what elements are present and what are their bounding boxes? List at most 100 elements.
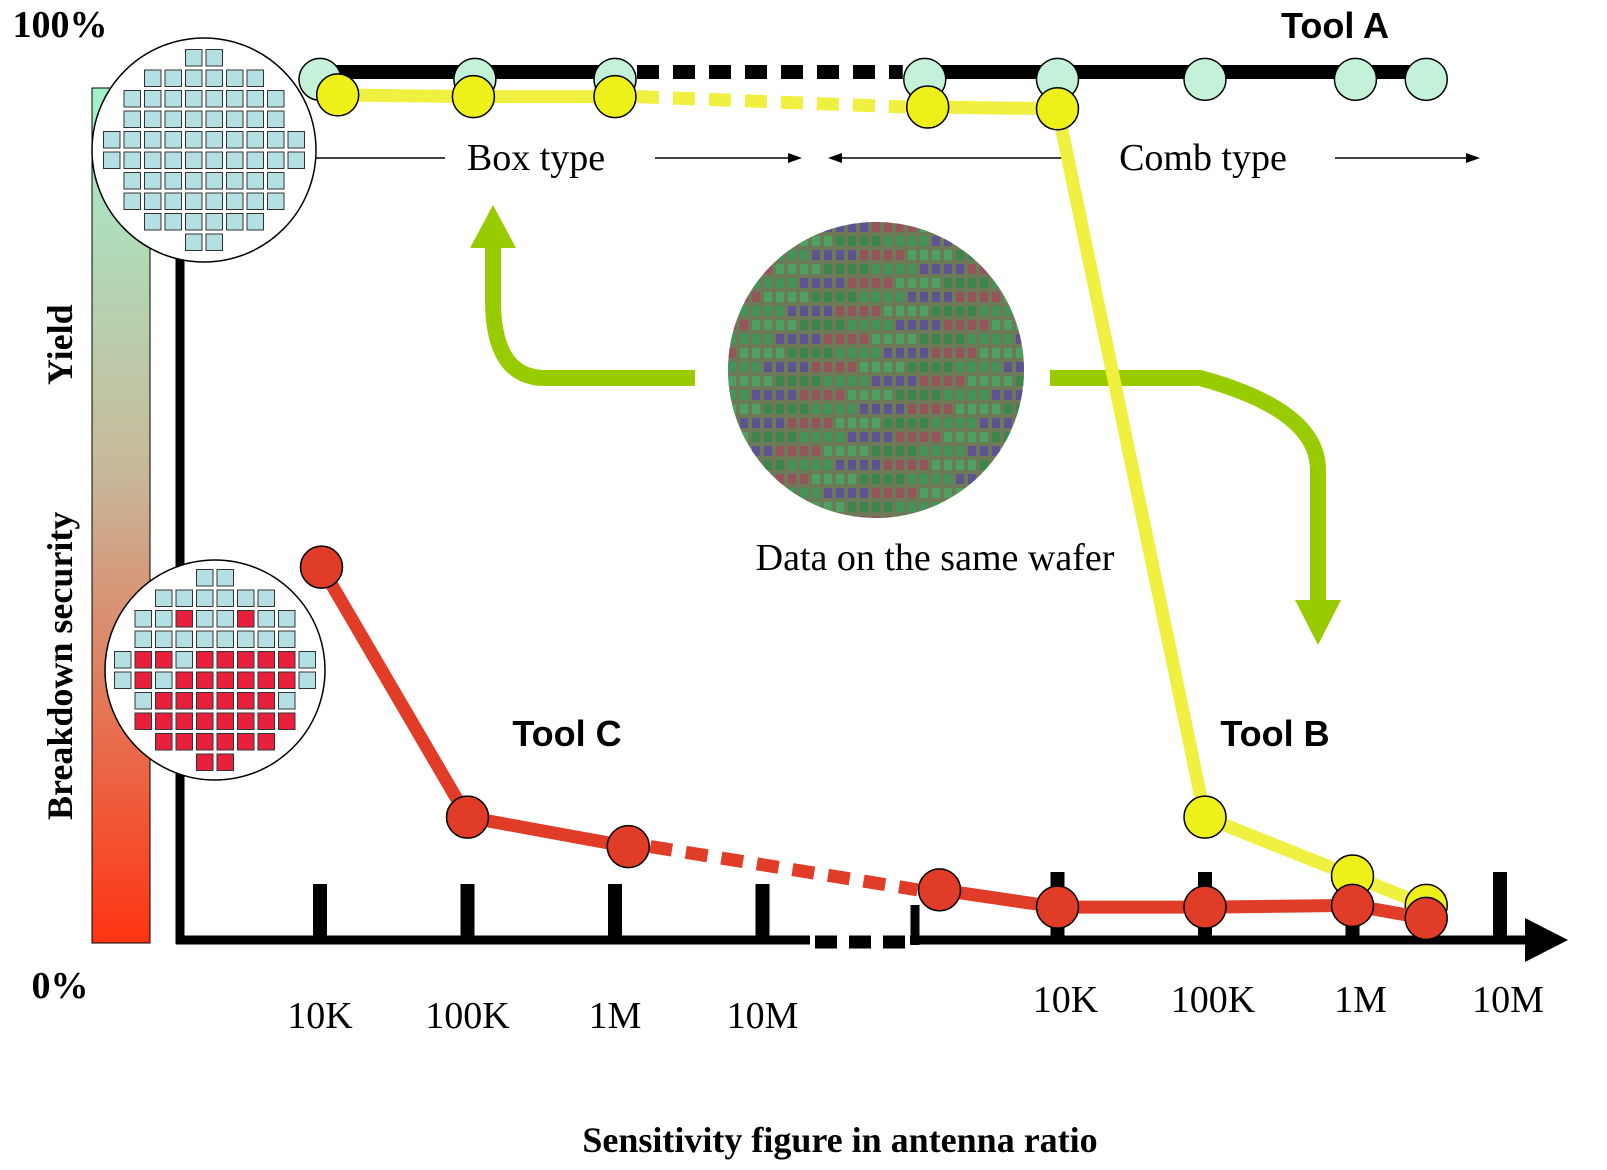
die-photo (776, 222, 784, 232)
die-photo (824, 460, 832, 470)
die-photo (800, 460, 808, 470)
die-photo (872, 320, 880, 330)
die-photo (968, 264, 976, 274)
die-photo (728, 418, 736, 428)
die-photo (848, 390, 856, 400)
die-photo (956, 446, 964, 456)
die-photo (824, 390, 832, 400)
die-photo (872, 362, 880, 372)
die-photo (1016, 488, 1024, 498)
die-photo (776, 516, 784, 526)
die-photo (824, 250, 832, 260)
die-photo (788, 278, 796, 288)
die-photo (812, 306, 820, 316)
die (238, 734, 255, 751)
die-photo (860, 292, 868, 302)
die-photo (920, 418, 928, 428)
die (104, 152, 121, 169)
die (156, 631, 173, 648)
die-photo (824, 292, 832, 302)
die-photo (824, 446, 832, 456)
die-photo (980, 264, 988, 274)
die-photo (836, 376, 844, 386)
die-photo (884, 460, 892, 470)
die-photo (764, 432, 772, 442)
die-photo (896, 334, 904, 344)
die-photo (884, 264, 892, 274)
die (227, 91, 244, 108)
x-tick-label: 100K (425, 995, 510, 1037)
die-photo (776, 348, 784, 358)
die-photo (884, 502, 892, 512)
die-photo (764, 390, 772, 400)
die-photo (848, 236, 856, 246)
die-photo (884, 362, 892, 372)
die (145, 70, 162, 87)
die-photo (836, 404, 844, 414)
die (227, 70, 244, 87)
die-photo (752, 348, 760, 358)
die-photo (956, 278, 964, 288)
die-photo (908, 502, 916, 512)
die-photo (812, 292, 820, 302)
die-photo (1004, 474, 1012, 484)
die (227, 173, 244, 190)
die-photo (884, 432, 892, 442)
die-photo (884, 474, 892, 484)
die-photo (752, 222, 760, 232)
die-photo (728, 376, 736, 386)
die (206, 111, 223, 128)
die-photo (944, 516, 952, 526)
die-photo (776, 418, 784, 428)
die-photo (764, 264, 772, 274)
die-photo (800, 292, 808, 302)
die-photo (932, 348, 940, 358)
die-photo (956, 404, 964, 414)
die-photo (956, 460, 964, 470)
die (197, 672, 214, 689)
die-photo (860, 278, 868, 288)
die-photo (788, 404, 796, 414)
die (176, 652, 193, 669)
x-axis-arrowhead (1525, 918, 1568, 962)
die-photo (968, 278, 976, 288)
die (197, 693, 214, 710)
data-point (447, 796, 489, 838)
die-photo (788, 362, 796, 372)
die-photo (824, 348, 832, 358)
die-photo (872, 404, 880, 414)
die-photo (1004, 292, 1012, 302)
die-photo (956, 362, 964, 372)
die-photo (980, 292, 988, 302)
die-photo (1004, 236, 1012, 246)
die-photo (728, 292, 736, 302)
die-photo (944, 488, 952, 498)
die (227, 193, 244, 210)
die-photo (752, 418, 760, 428)
die-photo (872, 446, 880, 456)
die-photo (1016, 460, 1024, 470)
die-photo (752, 264, 760, 274)
die-photo (884, 250, 892, 260)
die-photo (728, 222, 736, 232)
die (135, 672, 152, 689)
die-photo (872, 334, 880, 344)
die (217, 611, 234, 628)
die-photo (872, 264, 880, 274)
die-photo (884, 376, 892, 386)
die (165, 132, 182, 149)
die-photo (728, 488, 736, 498)
die-photo (848, 320, 856, 330)
die (258, 631, 275, 648)
die (124, 111, 141, 128)
die-photo (1016, 292, 1024, 302)
die-photo (728, 432, 736, 442)
die (247, 70, 264, 87)
die-photo (884, 236, 892, 246)
die-photo (956, 376, 964, 386)
x-tick-label: 10M (727, 995, 799, 1037)
die-photo (860, 250, 868, 260)
die-photo (824, 516, 832, 526)
die-photo (944, 460, 952, 470)
die-photo (932, 502, 940, 512)
